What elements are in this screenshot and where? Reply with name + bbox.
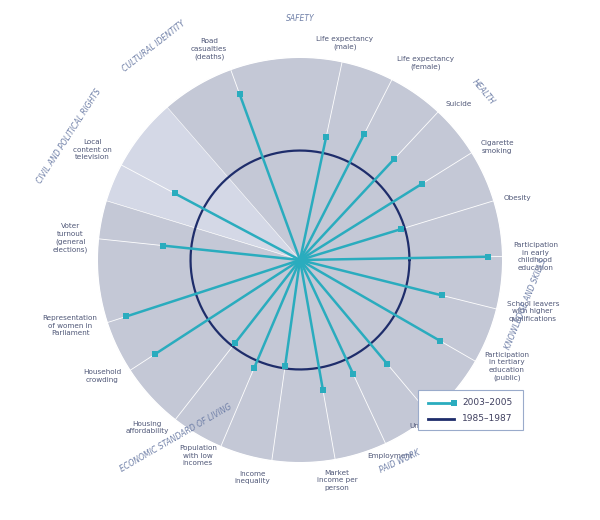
Text: Voter
turnout
(general
elections): Voter turnout (general elections) xyxy=(53,223,88,253)
Text: KNOWLEDGE AND SKILLS: KNOWLEDGE AND SKILLS xyxy=(503,258,548,351)
Text: 2003–2005: 2003–2005 xyxy=(462,398,512,407)
Text: Local
content on
television: Local content on television xyxy=(73,139,112,160)
Text: Employment: Employment xyxy=(367,453,413,459)
Wedge shape xyxy=(97,57,503,463)
FancyBboxPatch shape xyxy=(418,389,523,430)
Text: PAID WORK: PAID WORK xyxy=(379,448,422,475)
Text: Participation
in tertiary
education
(public): Participation in tertiary education (pub… xyxy=(484,352,529,381)
Wedge shape xyxy=(106,57,503,463)
Text: Market
income per
person: Market income per person xyxy=(317,470,358,490)
Wedge shape xyxy=(97,58,503,463)
Text: Road
casualties
(deaths): Road casualties (deaths) xyxy=(191,38,227,60)
Text: 1985–1987: 1985–1987 xyxy=(462,414,512,423)
Wedge shape xyxy=(97,57,503,463)
Text: Cigarette
smoking: Cigarette smoking xyxy=(481,140,514,154)
Wedge shape xyxy=(97,57,500,463)
Text: Unemployment: Unemployment xyxy=(409,423,464,429)
Text: CULTURAL IDENTITY: CULTURAL IDENTITY xyxy=(121,19,187,73)
Text: Population
with low
incomes: Population with low incomes xyxy=(179,446,217,466)
Text: Suicide: Suicide xyxy=(445,101,472,107)
Text: SAFETY: SAFETY xyxy=(286,14,314,23)
Wedge shape xyxy=(97,57,503,463)
Text: ECONOMIC STANDARD OF LIVING: ECONOMIC STANDARD OF LIVING xyxy=(119,402,234,474)
Text: Participation
in early
childhood
education: Participation in early childhood educati… xyxy=(513,242,558,270)
Text: School leavers
with higher
qualifications: School leavers with higher qualification… xyxy=(506,301,559,322)
Text: Life expectancy
(male): Life expectancy (male) xyxy=(316,36,373,50)
Text: Obesity: Obesity xyxy=(503,195,531,201)
Text: Housing
affordability: Housing affordability xyxy=(125,421,169,435)
Text: Life expectancy
(female): Life expectancy (female) xyxy=(397,56,454,70)
Text: CIVIL AND POLITICAL RIGHTS: CIVIL AND POLITICAL RIGHTS xyxy=(35,87,103,185)
Text: Representation
of women in
Parliament: Representation of women in Parliament xyxy=(43,315,98,336)
Text: Income
inequality: Income inequality xyxy=(235,471,271,484)
Wedge shape xyxy=(97,57,503,463)
Text: HEALTH: HEALTH xyxy=(470,77,496,106)
Text: Household
crowding: Household crowding xyxy=(83,369,121,383)
